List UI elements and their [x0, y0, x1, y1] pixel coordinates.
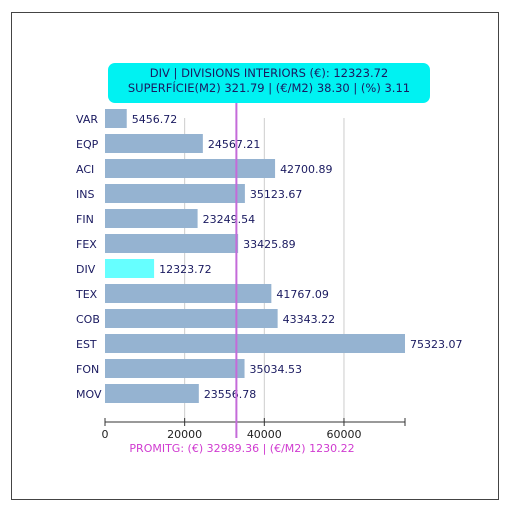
bar-tex[interactable] [105, 284, 272, 303]
category-label: EST [76, 338, 97, 351]
category-label: COB [76, 313, 100, 326]
average-label: PROMITG: (€) 32989.36 | (€/M2) 1230.22 [129, 442, 354, 455]
value-label: 33425.89 [243, 238, 295, 251]
tooltip-line-1: DIV | DIVISIONS INTERIORS (€): 12323.72 [149, 66, 389, 80]
x-tick-label: 0 [102, 428, 109, 441]
category-label: DIV [76, 263, 96, 276]
value-label: 23249.54 [203, 213, 256, 226]
x-tick-label: 60000 [326, 428, 361, 441]
bar-div[interactable] [105, 259, 155, 278]
bar-var[interactable] [105, 109, 127, 128]
bar-fon[interactable] [105, 359, 245, 378]
bar-fin[interactable] [105, 209, 198, 228]
chart-frame [11, 12, 499, 500]
value-label: 5456.72 [132, 113, 178, 126]
value-label: 24567.21 [208, 138, 261, 151]
bar-ins[interactable] [105, 184, 245, 203]
category-label: FIN [76, 213, 94, 226]
category-label: FEX [76, 238, 97, 251]
category-label: MOV [76, 388, 102, 401]
bar-eqp[interactable] [105, 134, 203, 153]
value-label: 75323.07 [410, 338, 463, 351]
x-tick-label: 40000 [247, 428, 282, 441]
category-label: VAR [76, 113, 98, 126]
category-label: INS [76, 188, 94, 201]
value-label: 23556.78 [204, 388, 257, 401]
category-label: FON [76, 363, 99, 376]
bar-est[interactable] [105, 334, 405, 353]
category-label: TEX [75, 288, 98, 301]
bar-cob[interactable] [105, 309, 278, 328]
x-tick-label: 20000 [167, 428, 202, 441]
value-label: 35034.53 [250, 363, 303, 376]
value-label: 35123.67 [250, 188, 303, 201]
bar-mov[interactable] [105, 384, 199, 403]
bar-fex[interactable] [105, 234, 239, 253]
value-label: 41767.09 [276, 288, 329, 301]
category-label: EQP [76, 138, 99, 151]
tooltip-line-2: SUPERFÍCIE(M2) 321.79 | (€/M2) 38.30 | (… [127, 81, 411, 95]
value-label: 43343.22 [283, 313, 336, 326]
value-label: 12323.72 [159, 263, 212, 276]
tooltip: DIV | DIVISIONS INTERIORS (€): 12323.72 … [108, 63, 430, 103]
bar-aci[interactable] [105, 159, 276, 178]
value-label: 42700.89 [280, 163, 333, 176]
category-label: ACI [76, 163, 94, 176]
